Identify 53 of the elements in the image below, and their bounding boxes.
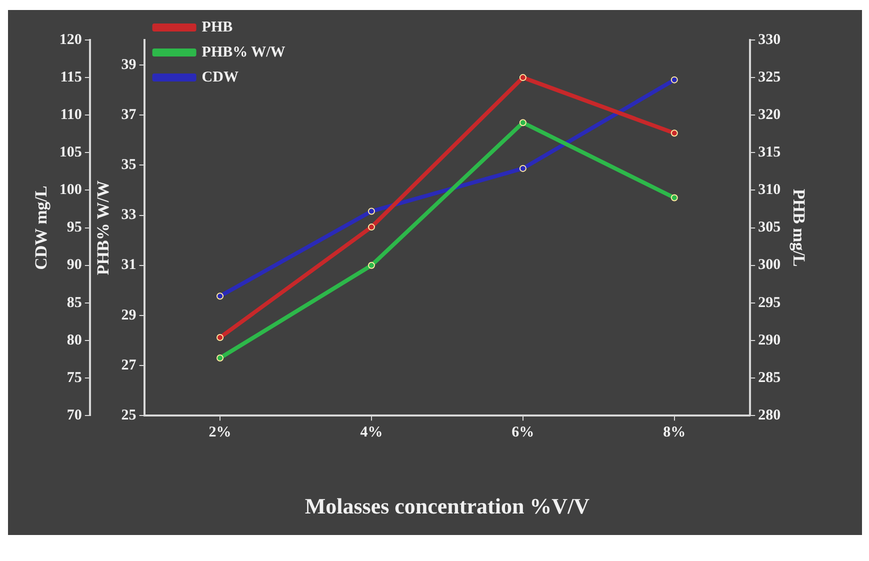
y3-tick-label: 33 bbox=[121, 207, 136, 224]
y2-tick-label: 290 bbox=[758, 332, 781, 348]
y3-tick-label: 25 bbox=[121, 407, 136, 424]
y2-tick-label: 295 bbox=[758, 294, 781, 311]
y-tick-label: 110 bbox=[60, 106, 82, 123]
point bbox=[368, 262, 375, 269]
y2-tick-label: 320 bbox=[758, 106, 781, 123]
legend-label: CDW bbox=[202, 69, 238, 86]
y3-tick-label: 35 bbox=[121, 157, 136, 174]
point bbox=[368, 208, 375, 215]
point bbox=[519, 119, 526, 126]
point bbox=[519, 74, 526, 82]
y3-tick-label: 37 bbox=[121, 106, 137, 123]
point bbox=[670, 130, 678, 137]
y-tick-label: 95 bbox=[66, 220, 82, 236]
y-tick-label: 70 bbox=[66, 407, 82, 424]
point bbox=[216, 292, 224, 300]
point bbox=[216, 354, 224, 362]
y2-axis-title: PHB mg/L bbox=[789, 188, 808, 267]
y3-axis-title: PHB% W/W bbox=[93, 180, 112, 276]
y2-tick-label: 305 bbox=[758, 220, 781, 236]
x-tick-label: 2% bbox=[208, 424, 232, 440]
y3-tick-label: 39 bbox=[121, 56, 136, 73]
x-axis-title: Molasses concentration %V/V bbox=[304, 493, 590, 518]
y2-tick-label: 330 bbox=[758, 32, 781, 48]
y-tick-label: 75 bbox=[66, 370, 82, 386]
y-tick-label: 80 bbox=[66, 332, 82, 348]
y3-tick-label: 29 bbox=[121, 307, 136, 324]
y-tick-label: 100 bbox=[59, 182, 82, 198]
y-axis-title: CDW mg/L bbox=[32, 186, 51, 270]
y2-tick-label: 310 bbox=[758, 182, 781, 198]
x-tick-label: 4% bbox=[360, 424, 383, 440]
y2-tick-label: 300 bbox=[758, 257, 781, 274]
point bbox=[216, 334, 224, 341]
y2-tick-label: 325 bbox=[758, 69, 781, 86]
point bbox=[519, 164, 526, 172]
x-tick-label: 8% bbox=[663, 424, 686, 440]
y2-tick-label: 285 bbox=[758, 370, 781, 386]
x-tick-label: 6% bbox=[512, 424, 534, 440]
y-tick-label: 90 bbox=[66, 257, 82, 274]
y3-tick-label: 31 bbox=[121, 257, 136, 274]
y2-tick-label: 315 bbox=[758, 144, 781, 161]
legend-label: PHB% W/W bbox=[202, 44, 286, 60]
point bbox=[368, 224, 375, 231]
point bbox=[670, 194, 678, 202]
y3-tick-label: 27 bbox=[121, 357, 137, 374]
y-tick-label: 105 bbox=[59, 144, 82, 161]
y-tick-label: 115 bbox=[60, 69, 82, 86]
y-tick-label: 85 bbox=[66, 294, 82, 311]
legend-label: PHB bbox=[202, 19, 233, 36]
y2-tick-label: 280 bbox=[758, 407, 781, 424]
point bbox=[670, 76, 678, 84]
y-tick-label: 120 bbox=[59, 32, 82, 48]
